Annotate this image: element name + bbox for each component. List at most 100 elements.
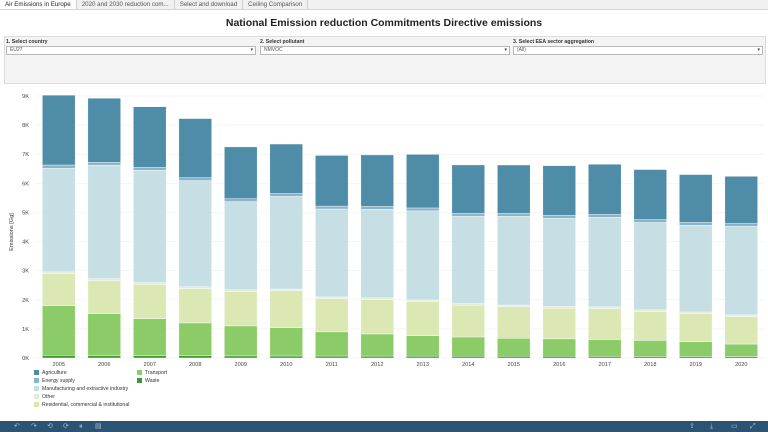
bar-segment-transport[interactable] (178, 322, 212, 357)
bar-segment-agriculture[interactable] (588, 164, 622, 215)
bar-segment-transport[interactable] (497, 338, 531, 357)
bar-segment-residential-commercial-institutional[interactable] (360, 299, 394, 335)
bar-segment-manufacturing-and-extractive-industry[interactable] (633, 222, 667, 311)
pollutant-select[interactable]: NMVOC ▾ (260, 46, 510, 55)
tab-select-download[interactable]: Select and download (175, 0, 244, 9)
bar-segment-residential-commercial-institutional[interactable] (451, 305, 485, 338)
bar-segment-agriculture[interactable] (178, 118, 212, 178)
bar-segment-energy-supply[interactable] (269, 193, 303, 197)
bar-segment-energy-supply[interactable] (315, 205, 349, 210)
bar-segment-energy-supply[interactable] (42, 164, 76, 169)
bar-segment-waste[interactable] (178, 355, 212, 359)
download-icon[interactable]: ⤓ (710, 423, 714, 430)
bar-2014[interactable] (451, 164, 485, 359)
tab-ceiling-comparison[interactable]: Ceiling Comparison (243, 0, 309, 9)
sector-select[interactable]: (All) ▾ (513, 46, 763, 55)
bar-segment-transport[interactable] (679, 341, 713, 357)
bar-2015[interactable] (497, 164, 531, 359)
bar-segment-other[interactable] (406, 299, 440, 302)
bar-2018[interactable] (633, 169, 667, 359)
bar-segment-transport[interactable] (451, 336, 485, 357)
bar-segment-waste[interactable] (588, 356, 622, 359)
bar-segment-manufacturing-and-extractive-industry[interactable] (269, 196, 303, 290)
bar-segment-other[interactable] (497, 304, 531, 307)
bar-segment-transport[interactable] (315, 331, 349, 357)
bar-segment-other[interactable] (315, 296, 349, 299)
bar-segment-energy-supply[interactable] (224, 198, 258, 202)
bar-segment-energy-supply[interactable] (360, 206, 394, 210)
bar-2009[interactable] (224, 146, 258, 359)
bar-segment-waste[interactable] (224, 355, 258, 359)
bar-segment-other[interactable] (724, 314, 758, 317)
bar-segment-energy-supply[interactable] (542, 215, 576, 219)
legend-item-residential[interactable]: Residential, commercial & institutional (34, 402, 129, 408)
bar-segment-transport[interactable] (633, 340, 667, 357)
legend-item-manufacturing[interactable]: Manufacturing and extractive industry (34, 386, 128, 392)
bar-segment-residential-commercial-institutional[interactable] (42, 273, 76, 306)
bar-segment-agriculture[interactable] (724, 176, 758, 224)
tab-air-emissions[interactable]: Air Emissions in Europe (0, 0, 77, 9)
comments-icon[interactable]: ▭ (731, 423, 738, 430)
refresh-icon[interactable]: ⟳ (63, 423, 69, 430)
bar-segment-transport[interactable] (406, 335, 440, 357)
bar-segment-transport[interactable] (224, 325, 258, 357)
bar-segment-manufacturing-and-extractive-industry[interactable] (42, 167, 76, 273)
bar-segment-other[interactable] (178, 286, 212, 289)
bar-segment-residential-commercial-institutional[interactable] (633, 311, 667, 341)
bar-segment-residential-commercial-institutional[interactable] (497, 306, 531, 339)
bar-segment-agriculture[interactable] (42, 94, 76, 166)
bar-2006[interactable] (87, 97, 121, 359)
bar-segment-waste[interactable] (87, 355, 121, 359)
legend-item-agriculture[interactable]: Agriculture (34, 370, 67, 376)
bar-segment-residential-commercial-institutional[interactable] (542, 308, 576, 340)
bar-segment-residential-commercial-institutional[interactable] (87, 280, 121, 314)
bar-segment-energy-supply[interactable] (178, 177, 212, 181)
bar-segment-manufacturing-and-extractive-industry[interactable] (87, 164, 121, 279)
bar-segment-other[interactable] (633, 309, 667, 312)
bar-segment-agriculture[interactable] (633, 169, 667, 220)
bar-2005[interactable] (42, 94, 76, 359)
bar-segment-manufacturing-and-extractive-industry[interactable] (360, 209, 394, 299)
bar-segment-waste[interactable] (542, 356, 576, 359)
bar-segment-manufacturing-and-extractive-industry[interactable] (679, 224, 713, 313)
bar-segment-manufacturing-and-extractive-industry[interactable] (542, 218, 576, 307)
bar-segment-manufacturing-and-extractive-industry[interactable] (724, 226, 758, 316)
bar-segment-waste[interactable] (451, 355, 485, 359)
bar-segment-transport[interactable] (133, 318, 167, 356)
bar-segment-waste[interactable] (679, 356, 713, 359)
bar-segment-residential-commercial-institutional[interactable] (679, 313, 713, 342)
bar-segment-transport[interactable] (87, 313, 121, 356)
bar-segment-agriculture[interactable] (679, 174, 713, 223)
legend-item-transport[interactable]: Transport (137, 370, 167, 376)
bar-2010[interactable] (269, 143, 303, 359)
bar-segment-residential-commercial-institutional[interactable] (269, 290, 303, 328)
tab-reduction-commitments[interactable]: 2020 and 2030 reduction com... (77, 0, 175, 9)
bar-segment-residential-commercial-institutional[interactable] (178, 288, 212, 324)
bar-segment-residential-commercial-institutional[interactable] (315, 298, 349, 333)
bar-segment-residential-commercial-institutional[interactable] (724, 316, 758, 345)
bar-segment-waste[interactable] (269, 355, 303, 359)
bar-segment-transport[interactable] (360, 333, 394, 357)
bar-2017[interactable] (588, 164, 622, 359)
bar-2011[interactable] (315, 155, 349, 359)
bar-segment-energy-supply[interactable] (87, 162, 121, 166)
bar-segment-manufacturing-and-extractive-industry[interactable] (178, 180, 212, 288)
legend-item-other[interactable]: Other (34, 394, 55, 400)
bar-segment-agriculture[interactable] (269, 143, 303, 194)
bar-segment-energy-supply[interactable] (497, 213, 531, 217)
bar-segment-residential-commercial-institutional[interactable] (406, 301, 440, 336)
bar-segment-transport[interactable] (588, 339, 622, 357)
bar-segment-agriculture[interactable] (497, 164, 531, 214)
bar-segment-transport[interactable] (42, 305, 76, 356)
bar-2008[interactable] (178, 118, 212, 359)
bar-segment-manufacturing-and-extractive-industry[interactable] (133, 170, 167, 283)
bar-segment-manufacturing-and-extractive-industry[interactable] (315, 208, 349, 298)
redo-icon[interactable]: ↷ (31, 423, 37, 430)
bar-segment-waste[interactable] (360, 355, 394, 359)
bar-segment-waste[interactable] (315, 355, 349, 359)
bar-segment-waste[interactable] (42, 355, 76, 359)
bar-segment-other[interactable] (679, 311, 713, 314)
bar-2019[interactable] (679, 174, 713, 359)
bar-segment-other[interactable] (224, 289, 258, 292)
legend-item-energy-supply[interactable]: Energy supply (34, 378, 75, 384)
